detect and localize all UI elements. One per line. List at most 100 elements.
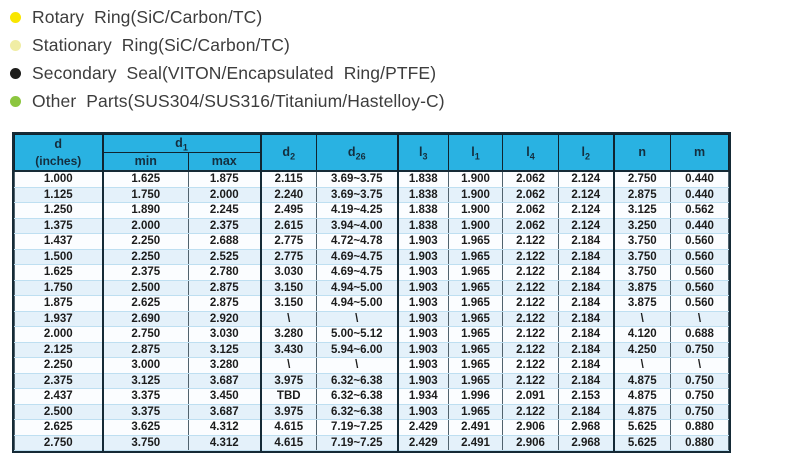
table-cell: 2.184: [558, 326, 615, 343]
table-cell: 3.94~4.00: [316, 217, 399, 234]
legend-label: Secondary Seal(VITON/Encapsulated Ring/P…: [32, 62, 437, 83]
table-cell: 2.122: [502, 341, 559, 358]
table-cell: 2.429: [397, 419, 449, 436]
table-cell: 2.122: [502, 248, 559, 265]
table-cell: 2.250: [14, 357, 104, 374]
table-cell: 1.625: [14, 264, 104, 281]
table-row: 2.250 3.000 3.280 \ \ 1.903 1.965 2.122 2.184 \ \: [14, 357, 729, 374]
table-cell: 2.875: [102, 341, 189, 358]
table-cell: 2.437: [14, 388, 104, 405]
col-header-l1: l1: [448, 134, 503, 172]
table-cell: 1.965: [448, 295, 503, 312]
table-cell: 1.965: [448, 372, 503, 389]
table-cell: 1.937: [14, 310, 104, 327]
table-cell: 0.440: [670, 170, 729, 188]
table-cell: \: [316, 310, 399, 327]
table-cell: 2.750: [613, 170, 671, 188]
table-cell: 3.975: [260, 372, 317, 389]
table-cell: 6.32~6.38: [316, 372, 399, 389]
table-cell: \: [613, 310, 671, 327]
table-cell: 3.750: [613, 233, 671, 250]
table-cell: 1.900: [448, 186, 503, 203]
table-cell: 2.525: [188, 248, 262, 265]
table-cell: 2.875: [613, 186, 671, 203]
table-cell: 3.750: [613, 248, 671, 265]
table-cell: 2.122: [502, 295, 559, 312]
table-cell: 3.687: [188, 372, 262, 389]
table-cell: 3.69~3.75: [316, 186, 399, 203]
table-cell: 4.19~4.25: [316, 202, 399, 219]
table-cell: 2.124: [558, 186, 615, 203]
table-cell: 1.900: [448, 217, 503, 234]
table-cell: 5.94~6.00: [316, 341, 399, 358]
table-cell: 2.153: [558, 388, 615, 405]
table-cell: 3.030: [188, 326, 262, 343]
col-header-d1: d1: [102, 134, 262, 153]
table-cell: 3.125: [613, 202, 671, 219]
table-cell: 2.184: [558, 233, 615, 250]
table-cell: 1.900: [448, 202, 503, 219]
table-cell: \: [670, 310, 729, 327]
table-cell: 1.934: [397, 388, 449, 405]
table-cell: 3.000: [102, 357, 189, 374]
col-header-l4: l4: [502, 134, 559, 172]
table-row: 2.500 3.375 3.687 3.975 6.32~6.38 1.903 1.965 2…: [14, 403, 729, 420]
table-cell: 4.312: [188, 434, 262, 451]
table-cell: 0.880: [670, 434, 729, 451]
table-cell: 3.875: [613, 279, 671, 296]
table-cell: 2.245: [188, 202, 262, 219]
table-cell: 3.150: [260, 295, 317, 312]
table-cell: 2.184: [558, 341, 615, 358]
table-cell: 3.430: [260, 341, 317, 358]
table-row: 1.000 1.625 1.875 2.115 3.69~3.75 1.838 1.900 2…: [14, 170, 729, 188]
table-cell: 1.903: [397, 233, 449, 250]
table-cell: 0.750: [670, 403, 729, 420]
col-header-n: n: [613, 134, 671, 172]
col-header-l3: l3: [397, 134, 449, 172]
table-cell: 2.184: [558, 279, 615, 296]
table-cell: 1.838: [397, 217, 449, 234]
table-cell: 1.125: [14, 186, 104, 203]
table-cell: 1.996: [448, 388, 503, 405]
table-cell: \: [260, 310, 317, 327]
table-cell: 2.429: [397, 434, 449, 451]
col-header-d-label: d: [54, 136, 63, 151]
table-cell: 1.903: [397, 295, 449, 312]
table-cell: 6.32~6.38: [316, 403, 399, 420]
table-cell: 3.750: [102, 434, 189, 451]
table-cell: 2.184: [558, 295, 615, 312]
table-cell: 1.965: [448, 248, 503, 265]
table-cell: 3.625: [102, 419, 189, 436]
table-cell: 1.903: [397, 279, 449, 296]
table-cell: 2.750: [14, 434, 104, 451]
table-cell: 3.150: [260, 279, 317, 296]
table-row: 1.437 2.250 2.688 2.775 4.72~4.78 1.903 1.965 2…: [14, 233, 729, 250]
table-cell: 3.125: [188, 341, 262, 358]
table-row: 2.125 2.875 3.125 3.430 5.94~6.00 1.903 1.965 2…: [14, 341, 729, 358]
black-dot-icon: [10, 67, 21, 79]
table-cell: 1.965: [448, 326, 503, 343]
table-cell: 2.062: [502, 217, 559, 234]
table-cell: 0.688: [670, 326, 729, 343]
table-cell: 1.903: [397, 264, 449, 281]
table-cell: 2.062: [502, 202, 559, 219]
table-cell: 1.903: [397, 403, 449, 420]
table-cell: 1.375: [14, 217, 104, 234]
table-row: 1.875 2.625 2.875 3.150 4.94~5.00 1.903 1.965 2…: [14, 295, 729, 312]
table-cell: 1.437: [14, 233, 104, 250]
table-cell: 4.875: [613, 372, 671, 389]
table-cell: 4.120: [613, 326, 671, 343]
table-cell: 3.450: [188, 388, 262, 405]
table-cell: 2.122: [502, 264, 559, 281]
table-cell: 4.875: [613, 388, 671, 405]
table-row: 1.250 1.890 2.245 2.495 4.19~4.25 1.838 1.900 2…: [14, 202, 729, 219]
table-cell: 1.903: [397, 248, 449, 265]
table-cell: 2.875: [188, 279, 262, 296]
table-cell: 1.965: [448, 279, 503, 296]
table-cell: 5.625: [613, 434, 671, 451]
table-cell: \: [316, 357, 399, 374]
table-cell: 2.495: [260, 202, 317, 219]
table-cell: 1.625: [102, 170, 189, 188]
col-header-m: m: [670, 134, 729, 172]
legend: Rotary Ring(SiC/Carbon/TC) Stationary Rin…: [10, 3, 445, 115]
